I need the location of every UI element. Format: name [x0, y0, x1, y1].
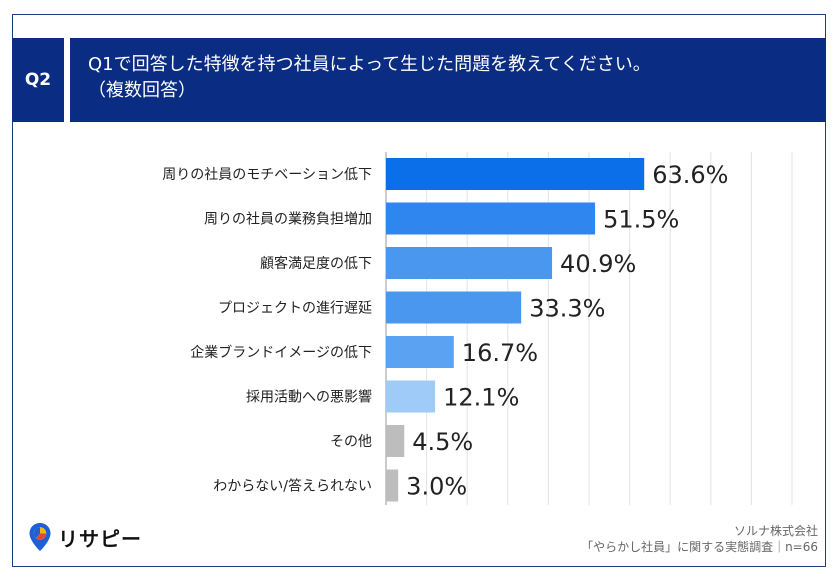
bar	[386, 291, 522, 324]
category-label: 企業ブランドイメージの低下	[190, 344, 372, 361]
value-label: 4.5%	[412, 428, 473, 456]
question-text-line1: Q1で回答した特徴を持つ社員によって生じた問題を教えてください。	[88, 54, 651, 75]
category-label: 顧客満足度の低下	[260, 255, 372, 272]
pin-icon	[29, 523, 51, 551]
category-label: プロジェクトの進行遅延	[218, 301, 372, 317]
value-label: 51.5%	[603, 206, 679, 234]
category-label: その他	[330, 434, 372, 450]
question-box: Q1で回答した特徴を持つ社員によって生じた問題を教えてください。 （複数回答）	[70, 38, 826, 122]
risapi-logo: リサピー	[28, 522, 142, 552]
bar	[386, 425, 405, 457]
bar	[386, 380, 436, 413]
value-label: 16.7%	[462, 339, 538, 367]
value-label: 63.6%	[652, 161, 728, 189]
value-label: 3.0%	[406, 473, 467, 501]
value-label: 12.1%	[443, 384, 519, 412]
bar	[386, 158, 645, 190]
bar	[386, 469, 399, 502]
category-label: わからない/答えられない	[213, 478, 372, 495]
source-note: ソルナ株式会社 「やらかし社員」に関する実態調査｜n=66	[581, 523, 818, 555]
source-survey: 「やらかし社員」に関する実態調査｜n=66	[581, 540, 818, 554]
question-text-line2: （複数回答）	[88, 80, 196, 101]
value-label: 33.3%	[529, 295, 605, 323]
question-badge: Q2	[12, 38, 64, 122]
category-label: 周りの社員のモチベーション低下	[162, 167, 372, 183]
bar	[386, 202, 596, 235]
bar	[386, 336, 454, 368]
source-company: ソルナ株式会社	[733, 524, 818, 538]
category-label: 周りの社員の業務負担増加	[204, 212, 372, 228]
bar	[386, 247, 553, 279]
logo-text: リサピー	[58, 526, 142, 551]
chart-frame	[12, 14, 826, 567]
category-label: 採用活動への悪影響	[246, 389, 372, 406]
value-label: 40.9%	[560, 250, 636, 278]
bars: 周りの社員のモチベーション低下 63.6% 周りの社員の業務負担増加 51.5% 顧客満…	[162, 158, 728, 502]
